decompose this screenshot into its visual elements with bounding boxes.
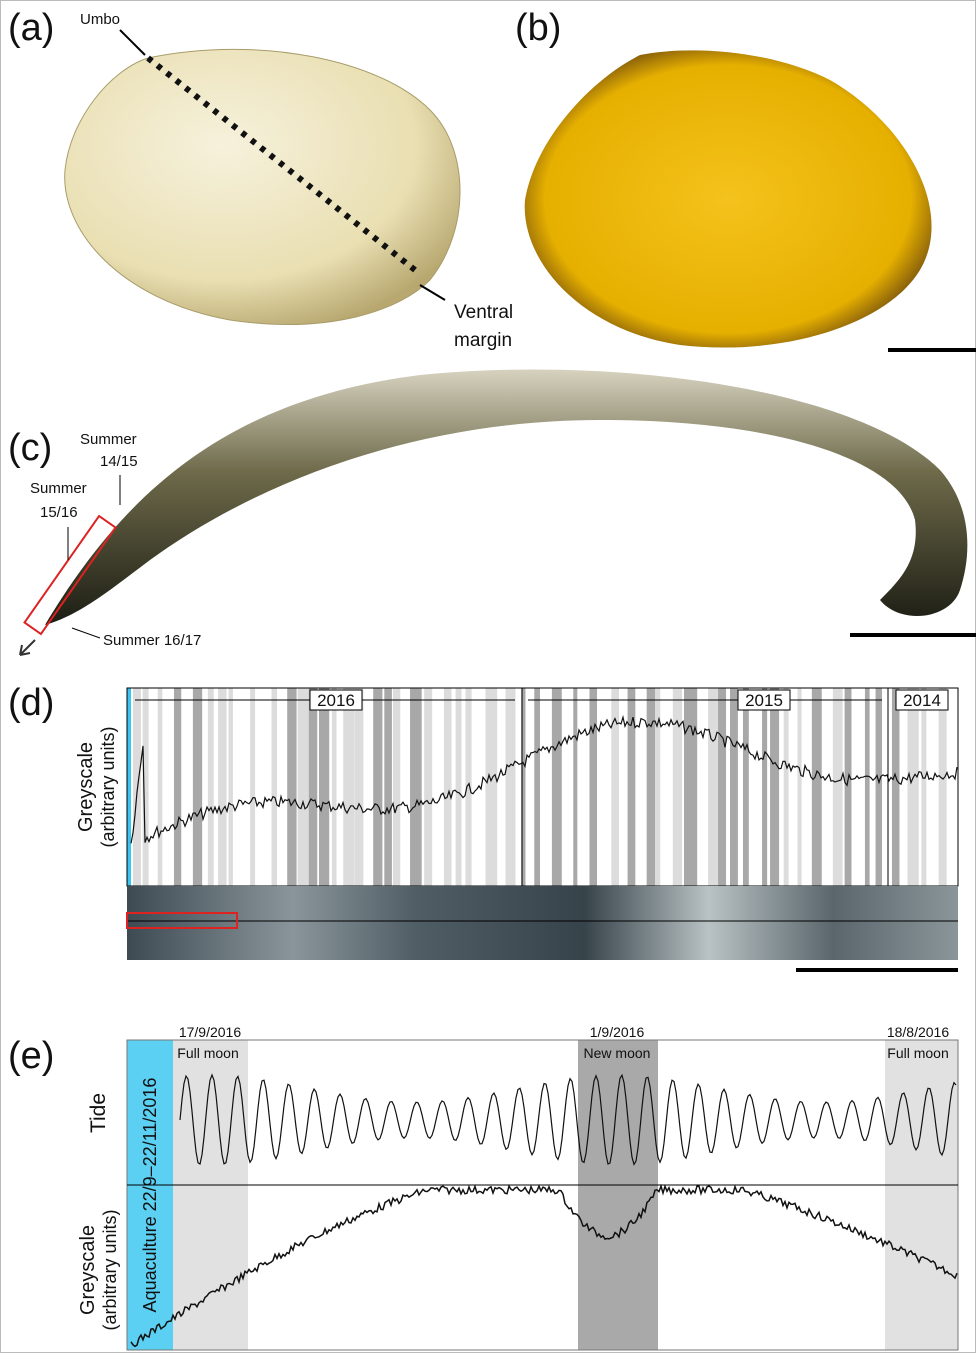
tide-curve bbox=[180, 1075, 956, 1164]
growth-band bbox=[193, 688, 202, 886]
event-phase: Full moon bbox=[887, 1045, 948, 1061]
growth-band bbox=[229, 688, 233, 886]
growth-band bbox=[332, 688, 337, 886]
growth-band bbox=[158, 688, 163, 886]
annotation: Summer bbox=[30, 480, 87, 497]
growth-band bbox=[865, 688, 870, 886]
annotation: Summer bbox=[80, 431, 137, 448]
growth-band bbox=[485, 688, 497, 886]
growth-band bbox=[287, 688, 296, 886]
panel-label: (c) bbox=[8, 427, 52, 469]
growth-band bbox=[812, 688, 822, 886]
year-label: 2015 bbox=[745, 691, 783, 710]
growth-band bbox=[133, 688, 141, 886]
growth-band bbox=[373, 688, 382, 886]
shell-section-photo bbox=[45, 369, 967, 625]
panel-label: (e) bbox=[8, 1035, 54, 1077]
growth-band bbox=[250, 688, 255, 886]
panel-label: (b) bbox=[515, 7, 561, 49]
event-date: 17/9/2016 bbox=[179, 1024, 241, 1040]
growth-band bbox=[444, 688, 452, 886]
greyscale-curve bbox=[131, 1186, 957, 1346]
growth-band bbox=[730, 688, 738, 886]
arrow bbox=[20, 640, 35, 655]
growth-band bbox=[298, 688, 310, 886]
marker bbox=[127, 688, 131, 886]
growth-band bbox=[410, 688, 422, 886]
growth-band bbox=[833, 688, 843, 886]
axis-label: (arbitrary units) bbox=[100, 1209, 120, 1330]
growth-band bbox=[908, 688, 919, 886]
event-date: 18/8/2016 bbox=[887, 1024, 949, 1040]
arrow bbox=[420, 285, 445, 300]
growth-band bbox=[589, 688, 597, 886]
growth-band bbox=[534, 688, 540, 886]
growth-band bbox=[506, 688, 516, 886]
section-photo bbox=[127, 886, 958, 960]
growth-band bbox=[174, 688, 181, 886]
growth-band bbox=[552, 688, 562, 886]
growth-band bbox=[939, 688, 947, 886]
growth-band bbox=[355, 688, 364, 886]
panel-label: (d) bbox=[8, 682, 54, 724]
growth-band bbox=[718, 688, 726, 886]
growth-band bbox=[424, 688, 432, 886]
growth-band bbox=[876, 688, 882, 886]
growth-band bbox=[892, 688, 900, 886]
moon-band bbox=[173, 1040, 248, 1350]
growth-band bbox=[798, 688, 802, 886]
annotation: Ventral bbox=[454, 302, 513, 323]
growth-band bbox=[673, 688, 682, 886]
growth-band bbox=[921, 688, 926, 886]
growth-band bbox=[393, 688, 400, 886]
axis-label: Greyscale bbox=[75, 742, 97, 832]
growth-band bbox=[655, 688, 660, 886]
growth-band bbox=[573, 688, 577, 886]
growth-band bbox=[784, 688, 789, 886]
panel-label: (a) bbox=[8, 7, 54, 49]
growth-band bbox=[693, 688, 698, 886]
growth-band bbox=[628, 688, 636, 886]
growth-band bbox=[762, 688, 767, 886]
growth-band bbox=[272, 688, 278, 886]
figure: (a) Umbo Ventral margin (b) (c) Summer 1… bbox=[0, 0, 976, 1353]
growth-band bbox=[319, 688, 329, 886]
event-date: 1/9/2016 bbox=[590, 1024, 645, 1040]
band-label: Aquaculture 22/9–22/11/2016 bbox=[140, 1078, 160, 1313]
year-label: 2014 bbox=[903, 691, 941, 710]
growth-band bbox=[218, 688, 226, 886]
event-phase: New moon bbox=[584, 1045, 651, 1061]
growth-band bbox=[309, 688, 317, 886]
annotation: Umbo bbox=[80, 11, 120, 28]
growth-band bbox=[708, 688, 719, 886]
annotation: Summer 16/17 bbox=[103, 632, 201, 649]
growth-band bbox=[208, 688, 214, 886]
growth-band bbox=[456, 688, 462, 886]
band-group bbox=[133, 688, 947, 886]
growth-band bbox=[743, 688, 749, 886]
shell-photo bbox=[65, 49, 460, 324]
moon-band bbox=[578, 1040, 658, 1350]
annotation: margin bbox=[454, 330, 512, 351]
plot-frame bbox=[127, 1040, 958, 1350]
growth-band bbox=[845, 688, 852, 886]
annotation: 14/15 bbox=[100, 453, 138, 470]
arrow bbox=[72, 628, 100, 638]
annotation: 15/16 bbox=[40, 504, 78, 521]
moon-band bbox=[885, 1040, 958, 1350]
axis-label: (arbitrary units) bbox=[98, 726, 118, 847]
event-phase: Full moon bbox=[177, 1045, 238, 1061]
growth-band bbox=[384, 688, 392, 886]
shell-photo bbox=[525, 50, 932, 347]
growth-band bbox=[343, 688, 354, 886]
axis-label: Greyscale bbox=[77, 1225, 99, 1315]
arrow bbox=[120, 30, 145, 55]
year-label: 2016 bbox=[317, 691, 355, 710]
growth-band bbox=[770, 688, 779, 886]
axis-label: Tide bbox=[87, 1093, 110, 1133]
